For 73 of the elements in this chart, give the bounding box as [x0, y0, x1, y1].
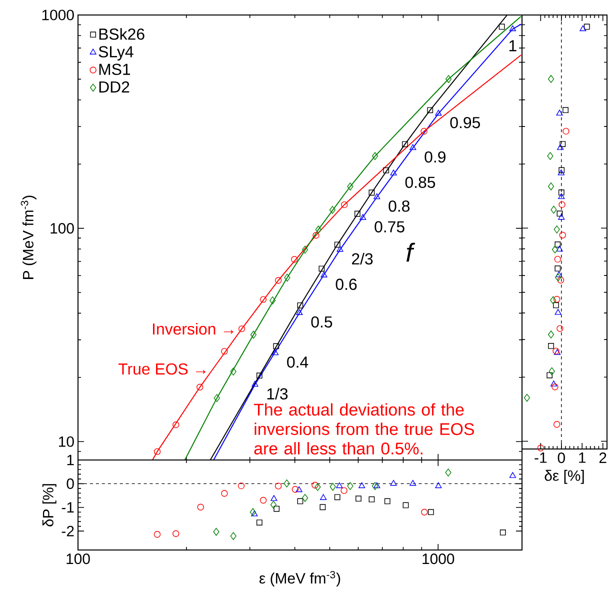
- y-tick-label: 100: [50, 223, 74, 234]
- point: [556, 246, 563, 252]
- legend-label: MS1: [99, 64, 130, 75]
- annotation: 0.95: [450, 116, 480, 128]
- point: [558, 201, 566, 208]
- annotation: The actual deviations of the inversions from the true EOS are all less than 0.5%.: [254, 403, 474, 455]
- point: [548, 330, 554, 338]
- legend-label: DD2: [99, 81, 130, 92]
- annotation: 0.9: [424, 151, 446, 163]
- point: [548, 367, 555, 376]
- point: [560, 141, 566, 148]
- point: [558, 214, 565, 220]
- y-tick-label: 0: [66, 478, 74, 489]
- y-tick-label: -1: [62, 502, 74, 513]
- annotation: 0.4: [287, 356, 308, 368]
- point: [558, 193, 565, 200]
- point: [554, 265, 561, 272]
- point: [552, 384, 558, 390]
- point: [550, 296, 556, 304]
- legend-label: SLy4: [98, 46, 134, 61]
- x-tick-label: 1: [579, 452, 586, 463]
- x-tick-label: 2: [599, 452, 606, 463]
- point: [550, 206, 557, 214]
- annotation: 0.5: [311, 316, 332, 328]
- point: [557, 276, 564, 284]
- annotation: 1: [509, 40, 516, 52]
- y-tick-label: 10: [59, 436, 74, 447]
- point: [524, 394, 530, 402]
- y-tick-label: 1000: [42, 10, 74, 20]
- point: [553, 421, 560, 428]
- point: [554, 308, 562, 315]
- point: [548, 343, 554, 349]
- point: [556, 325, 564, 332]
- y-tick-label: -2: [62, 526, 74, 536]
- point: [554, 242, 561, 248]
- annotation: 2/3: [352, 252, 373, 265]
- annotation: 1/3: [267, 388, 288, 400]
- x-tick-label: 0: [558, 452, 565, 464]
- point: [555, 274, 562, 282]
- x-axis-title: δε [%]: [544, 470, 584, 484]
- point: [550, 380, 558, 386]
- annotation: 0.8: [388, 200, 410, 212]
- annotation: 0.75: [374, 221, 404, 232]
- point: [553, 302, 559, 308]
- point: [580, 25, 586, 32]
- point: [584, 24, 590, 30]
- x-tick-label: -1: [534, 452, 547, 463]
- point: [554, 225, 560, 234]
- annotation: True EOS →: [118, 363, 206, 375]
- annotation: f: [406, 242, 416, 262]
- point: [556, 210, 563, 217]
- annotation: Inversion →: [153, 322, 234, 335]
- point: [557, 144, 564, 150]
- point: [548, 75, 554, 83]
- point: [547, 152, 554, 160]
- y-axis-title: δP [%]: [42, 484, 56, 526]
- y-axis-title: P (MeV fm$^{-3}$): [20, 196, 36, 279]
- point: [553, 296, 560, 303]
- legend-label: BSk26: [99, 28, 144, 40]
- point: [552, 246, 558, 254]
- annotation: 0.6: [336, 278, 357, 290]
- point: [548, 182, 554, 190]
- annotation: 0.85: [405, 176, 436, 188]
- point: [556, 110, 563, 116]
- point: [537, 444, 544, 452]
- point: [559, 232, 566, 238]
- point: [556, 271, 562, 278]
- point: [562, 128, 570, 135]
- point: [562, 107, 568, 114]
- point: [546, 372, 553, 378]
- point: [558, 190, 564, 196]
- point: [554, 256, 562, 263]
- x-axis-title: ε (MeV fm$^{-3}$): [260, 570, 340, 587]
